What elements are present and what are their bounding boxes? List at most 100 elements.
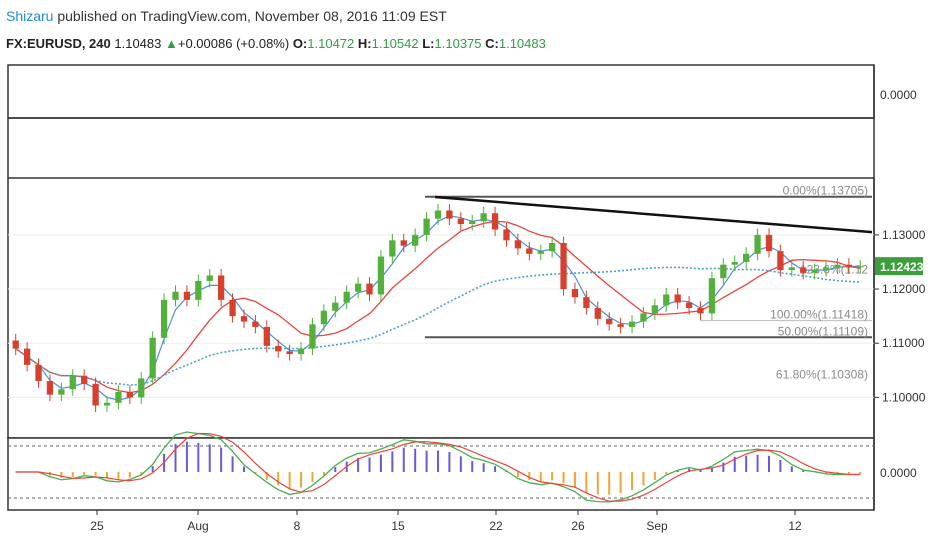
candle-body [743,253,750,262]
high-label: H: [357,36,372,51]
symbol-line: FX:EURUSD, 240 1.10483 ▲+0.00086 (+0.08%… [6,36,546,51]
candle-body [800,267,807,273]
time-tick-label: 8 [294,519,301,533]
author-link[interactable]: Shizaru [6,8,54,24]
candle-body [594,308,601,319]
time-tick-label: 15 [391,519,405,533]
last-price: 1.10483 [114,36,162,51]
candle-body [354,283,362,292]
candle-body [183,291,191,300]
candle-body [583,297,590,308]
candle-body [103,402,111,406]
candle-body [126,391,133,398]
fib-level-label: 100.00%(1.11418) [770,308,868,322]
candle-body [811,270,818,273]
time-tick-label: 12 [788,519,802,533]
candle-body [195,280,202,300]
candle-body [526,248,533,254]
candle-body [765,234,773,252]
time-tick-label: 22 [489,519,503,533]
candle-body [240,316,248,322]
candle-body [628,321,636,327]
candle-body [81,375,88,384]
time-tick-label: Sep [646,519,668,533]
candle-body [685,302,693,308]
candle-body [149,337,156,379]
candle-body [400,240,407,246]
candle-body [69,375,76,390]
candle-body [754,234,761,254]
candle-body [412,234,419,246]
open-label: O: [292,36,308,51]
candle-body [469,221,476,225]
candle-body [332,302,339,311]
candle-body [423,218,430,235]
candle-body [172,291,179,300]
candle-body [320,310,328,325]
fib-level-label: 0.00%(1.13705) [783,184,868,198]
candle-body [663,294,670,306]
candle-body [720,264,727,279]
candle-body [366,283,373,295]
oscillator-signal-line [15,432,861,502]
candle-body [845,264,853,268]
low-label: L: [422,36,435,51]
candle-body [218,275,225,300]
candle-body [23,348,31,365]
price-tick-label: 1.10000 [882,390,926,404]
candle-body [457,218,464,225]
slow-moving-average [15,220,861,394]
candle-body [377,256,385,295]
candle-body [491,213,499,230]
candle-body [503,229,510,241]
top-pane [7,64,875,119]
candle-body [857,266,864,268]
candle-body [617,324,624,327]
price-tick-label: 1.13000 [882,228,926,242]
high-value: 1.10542 [371,36,419,51]
open-value: 1.10472 [307,36,355,51]
candle-body [275,345,282,352]
candle-body [46,381,54,395]
candle-body [606,318,613,325]
fib-level-label: 50.00%(1.11109) [778,324,868,338]
candle-body [640,313,647,322]
candle-body [834,264,841,268]
candle-body [297,348,305,355]
candle-body [286,351,293,355]
candle-body [35,364,42,382]
candle-body [434,210,442,219]
time-tick-label: Aug [187,519,208,533]
close-value: 1.10483 [498,36,546,51]
candle-body [389,240,396,257]
current-price-badge [875,257,923,276]
candle-body [446,210,453,219]
time-tick-label: 26 [571,519,585,533]
candle-body [514,240,522,249]
oscillator-pane [7,437,875,511]
close-label: C: [485,36,499,51]
candle-body [343,291,350,303]
candle-body [537,251,544,254]
long-moving-average [15,266,861,386]
candle-body [697,308,704,314]
candle-body [309,324,316,349]
candle-body [788,267,795,271]
trendline [434,195,873,234]
candle-body [115,391,122,403]
candle-body [651,305,658,314]
candle-body [263,326,270,346]
published-text: published on TradingView.com, November 0… [53,8,447,24]
price-tick-label: 1.12000 [882,282,926,296]
time-tick-label: 25 [90,519,104,533]
up-arrow-icon: ▲ [165,36,178,51]
candle-body [708,278,716,314]
candle-body [731,261,738,265]
candle-body [252,321,259,327]
candle-body [548,243,556,252]
candle-body [822,267,830,271]
candle-body [58,389,65,395]
candle-body [674,294,681,303]
candle-body [560,243,567,290]
